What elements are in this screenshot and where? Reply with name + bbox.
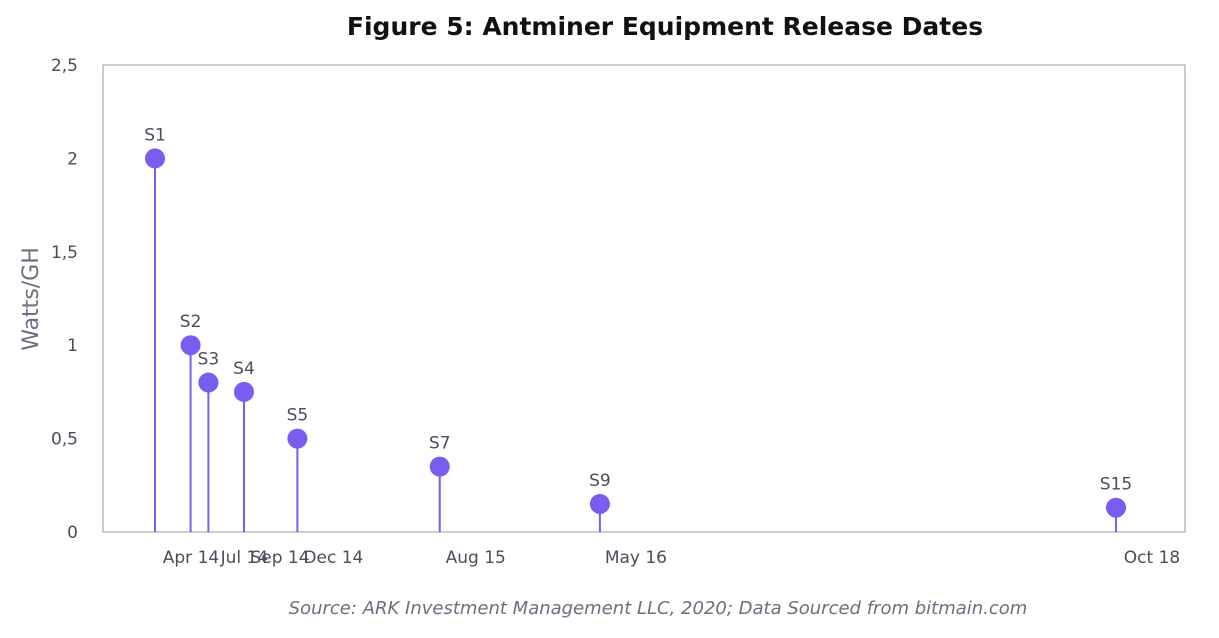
y-tick-label: 2,5 xyxy=(51,56,78,76)
x-tick-label: Dec 14 xyxy=(303,548,363,568)
model-label: S3 xyxy=(198,350,220,370)
lollipop-marker xyxy=(145,148,165,169)
model-label: S2 xyxy=(180,312,202,332)
model-label: S1 xyxy=(144,125,166,145)
lollipop-marker xyxy=(233,381,254,402)
y-tick-label: 2 xyxy=(67,149,78,169)
lollipop-stems xyxy=(154,158,1117,532)
model-label: S5 xyxy=(287,406,309,426)
plot-frame xyxy=(102,64,1186,533)
model-labels: S1 S2 S3 S4 S5 S7 S9 S15 xyxy=(144,125,1132,494)
x-tick-label: Sep 14 xyxy=(250,548,309,568)
lollipop-markers xyxy=(145,148,1126,518)
lollipop-marker xyxy=(180,335,201,356)
y-tick-label: 0 xyxy=(67,523,78,543)
x-tick-label: May 16 xyxy=(605,548,667,568)
y-axis-label: Watts/GH xyxy=(19,247,44,351)
x-tick-label: Apr 14 xyxy=(163,548,219,568)
x-tick-label: Aug 15 xyxy=(446,548,506,568)
model-label: S4 xyxy=(233,359,255,379)
lollipop-marker xyxy=(589,493,610,514)
lollipop-marker xyxy=(1106,497,1126,518)
chart-axes xyxy=(102,64,1186,533)
x-tick-label: Jul 14 xyxy=(220,548,269,568)
model-label: S9 xyxy=(589,471,611,491)
y-tick-label: 1 xyxy=(67,336,78,356)
chart-title: Figure 5: Antminer Equipment Release Dat… xyxy=(346,12,984,41)
y-tick-labels: 0 0,5 1 1,5 2 2,5 xyxy=(51,56,78,543)
model-label: S15 xyxy=(1100,475,1132,495)
x-tick-label: Oct 18 xyxy=(1124,548,1180,568)
y-tick-label: 1,5 xyxy=(51,243,78,263)
model-label: S7 xyxy=(429,434,451,454)
source-note: Source: ARK Investment Management LLC, 2… xyxy=(288,598,1028,619)
y-tick-label: 0,5 xyxy=(51,430,78,450)
lollipop-marker xyxy=(198,372,219,393)
lollipop-marker xyxy=(429,456,450,477)
lollipop-marker xyxy=(287,428,308,449)
